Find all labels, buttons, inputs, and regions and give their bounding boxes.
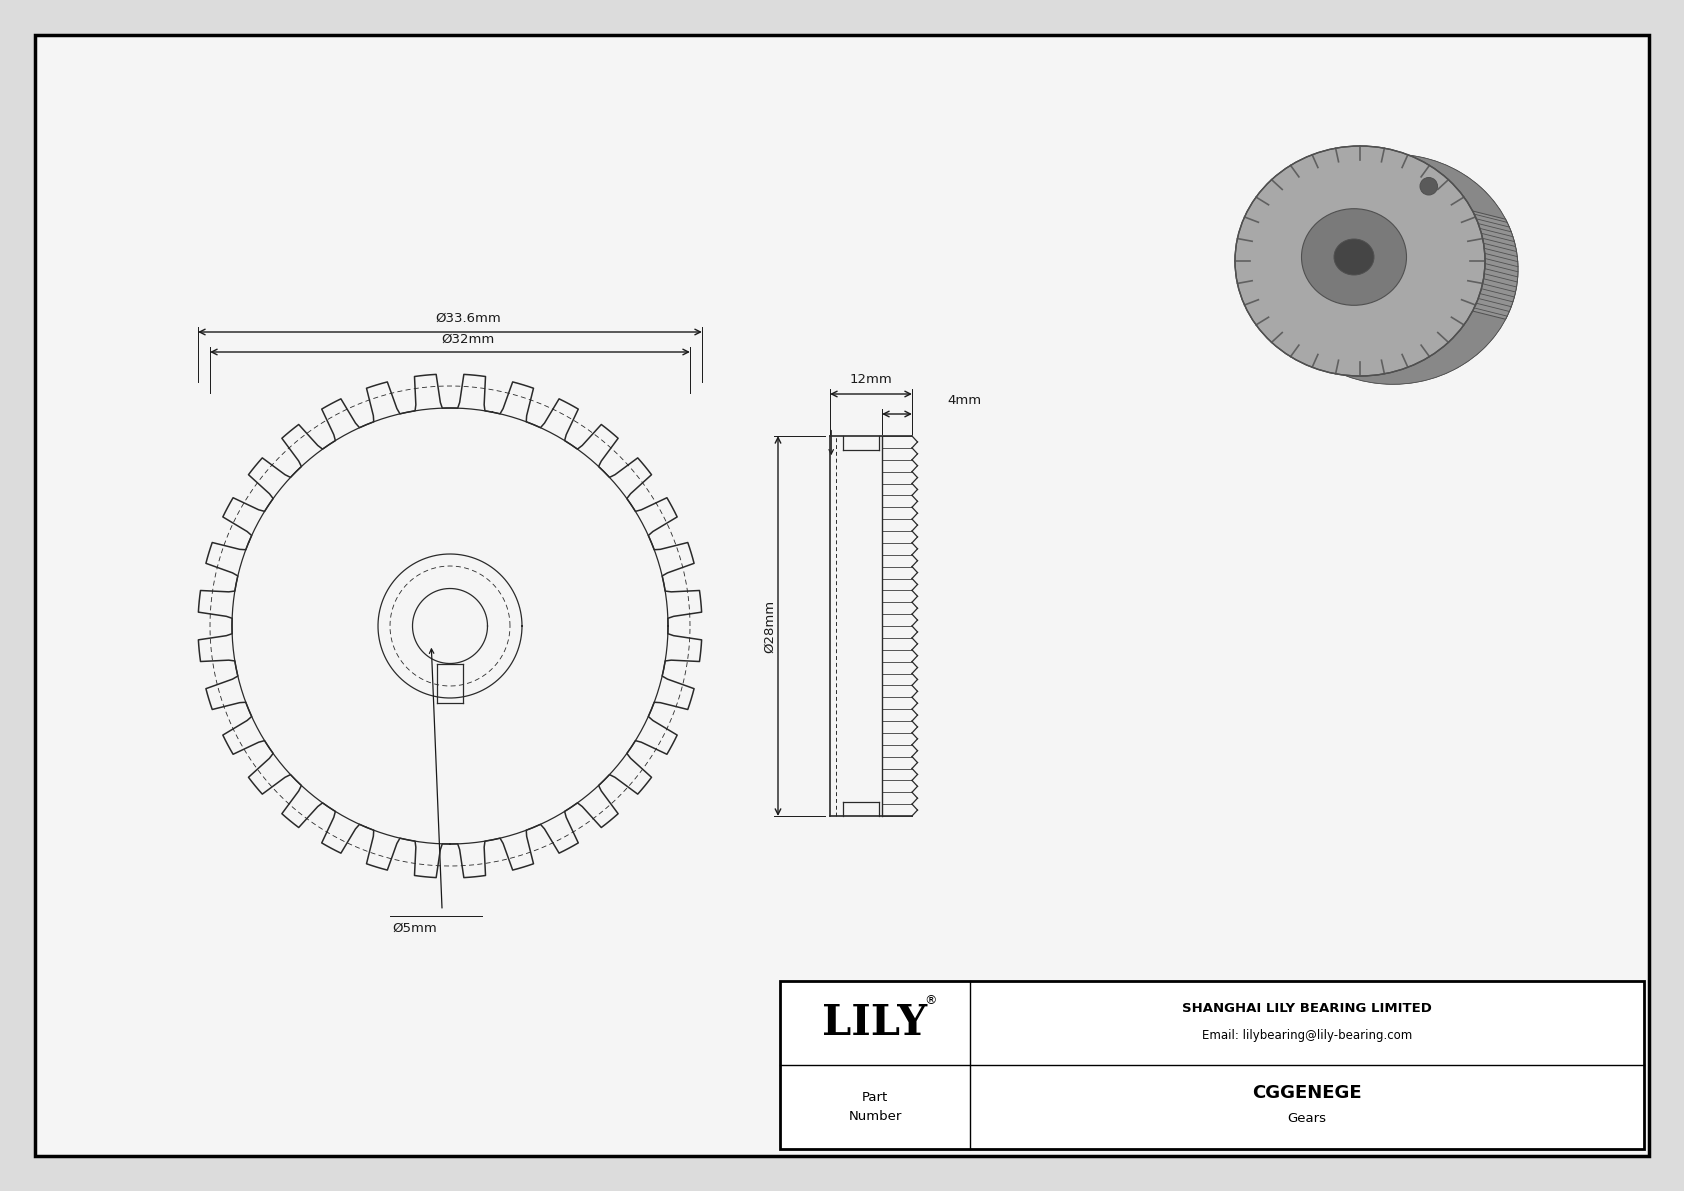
Circle shape xyxy=(1420,177,1438,195)
Text: Part
Number: Part Number xyxy=(849,1091,901,1123)
Polygon shape xyxy=(1472,211,1517,319)
Text: SHANGHAI LILY BEARING LIMITED: SHANGHAI LILY BEARING LIMITED xyxy=(1182,1003,1431,1016)
Text: CGGENEGE: CGGENEGE xyxy=(1253,1084,1362,1102)
Text: Ø32mm: Ø32mm xyxy=(441,333,495,347)
Ellipse shape xyxy=(1234,146,1485,376)
Text: 12mm: 12mm xyxy=(850,373,893,386)
Text: Email: lilybearing@lily-bearing.com: Email: lilybearing@lily-bearing.com xyxy=(1202,1029,1413,1041)
Ellipse shape xyxy=(1268,155,1517,385)
Text: Ø5mm: Ø5mm xyxy=(392,922,438,935)
Text: Ø33.6mm: Ø33.6mm xyxy=(434,312,500,325)
Text: LILY: LILY xyxy=(822,1002,928,1045)
Text: 4mm: 4mm xyxy=(946,394,982,407)
Polygon shape xyxy=(1234,146,1517,385)
Text: Ø28mm: Ø28mm xyxy=(763,599,776,653)
Text: ®: ® xyxy=(925,994,938,1008)
Ellipse shape xyxy=(1302,208,1406,305)
Text: Gears: Gears xyxy=(1288,1112,1327,1125)
Ellipse shape xyxy=(1334,239,1374,275)
Bar xyxy=(780,981,1644,1149)
